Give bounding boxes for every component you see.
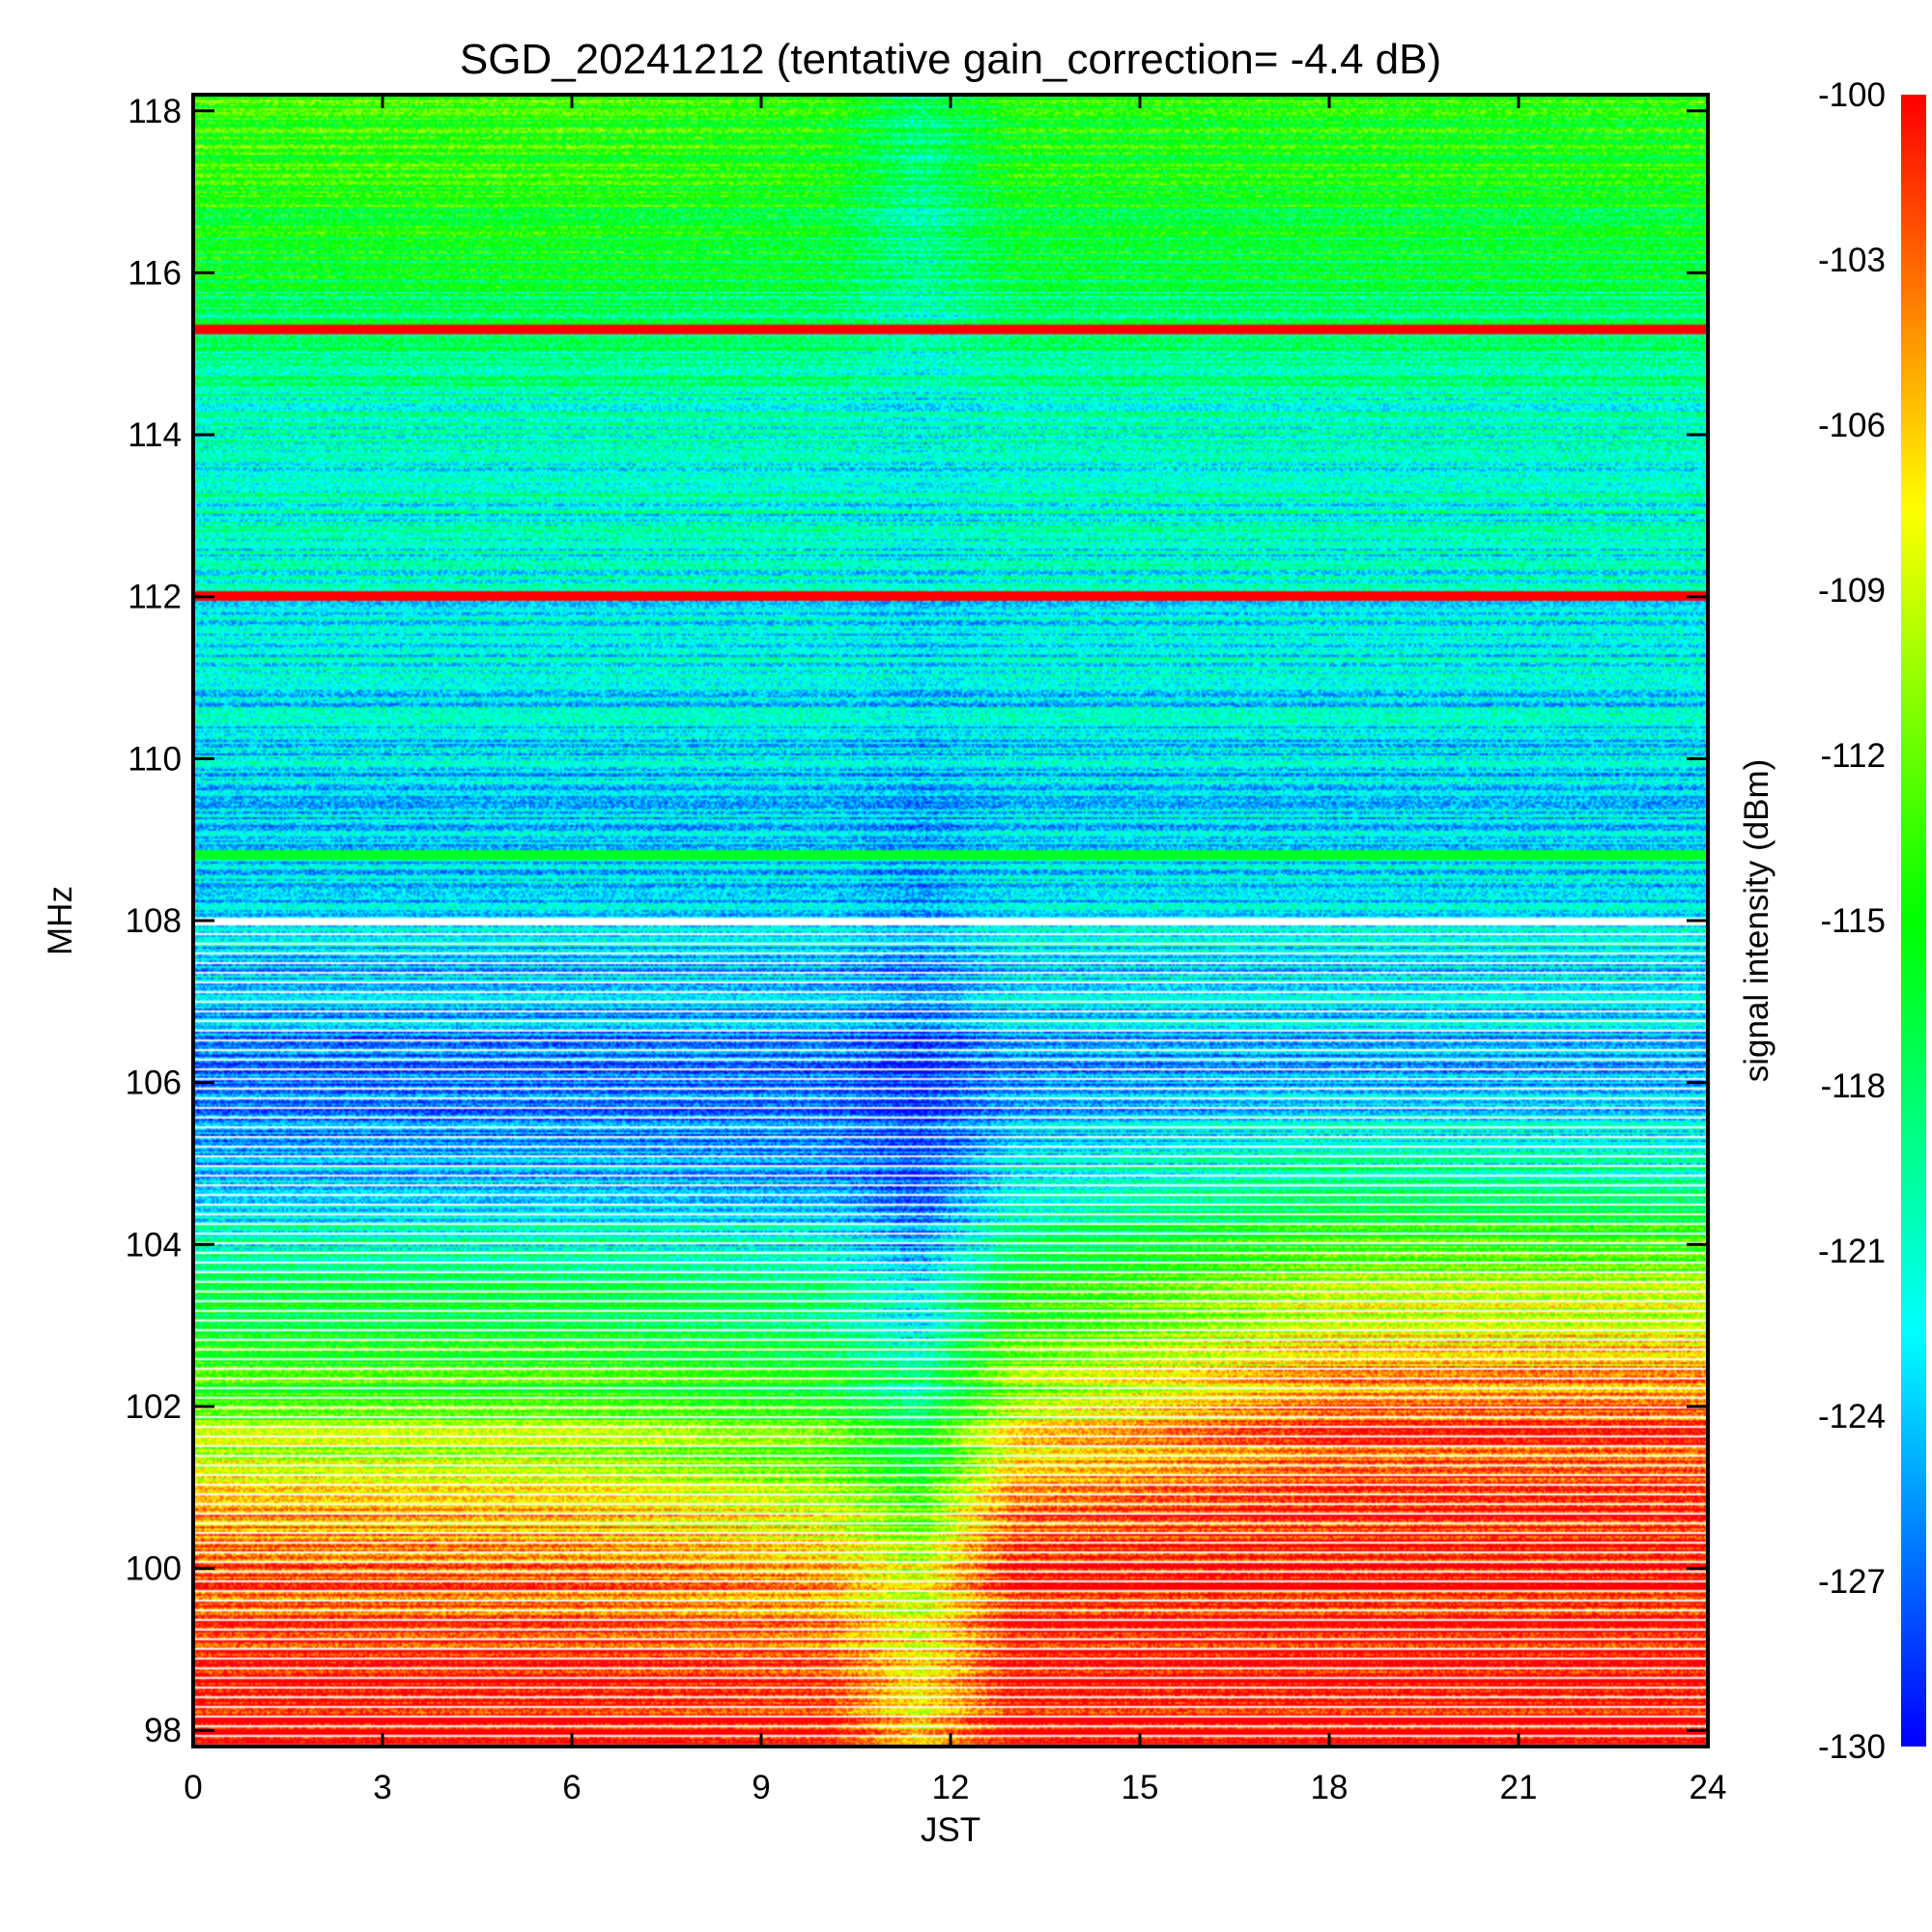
y-tick-label: 106: [126, 1065, 182, 1102]
y-tick-label: 108: [126, 902, 182, 940]
x-tick-label: 24: [1690, 1769, 1727, 1806]
y-tick-label: 116: [128, 254, 182, 292]
colorbar: -100 -103 -106 -109 -112 -115 -118 -121 -124 -127…: [1738, 76, 1926, 1766]
colorbar-tick-label: -103: [1818, 242, 1886, 279]
colorbar-tick-label: -106: [1818, 407, 1886, 444]
colorbar-tick-label: -109: [1818, 572, 1886, 610]
y-tick-label: 100: [126, 1550, 182, 1588]
y-tick-label: 112: [128, 579, 182, 616]
x-tick-label: 18: [1311, 1769, 1349, 1806]
colorbar-tick-label: -121: [1818, 1233, 1886, 1270]
colorbar-tick-label: -112: [1821, 737, 1886, 775]
x-tick-label: 9: [752, 1769, 770, 1806]
colorbar-label: signal intensity (dBm): [1738, 759, 1776, 1083]
y-tick-label: 98: [144, 1712, 182, 1749]
x-tick-label: 21: [1500, 1769, 1538, 1806]
plot-area: [191, 93, 1710, 1748]
x-tick-label: 3: [373, 1769, 391, 1806]
x-tick-label: 0: [184, 1769, 202, 1806]
x-axis-label: JST: [921, 1811, 980, 1849]
colorbar-tick-label: -124: [1818, 1398, 1886, 1435]
y-tick-label: 102: [126, 1388, 182, 1426]
colorbar-tick-label: -118: [1821, 1067, 1886, 1105]
x-tick-label: 15: [1122, 1769, 1159, 1806]
x-axis: 0 3 6 9 12 15 18 21 24: [184, 95, 1726, 1806]
y-tick-label: 118: [128, 93, 182, 130]
colorbar-tick-label: -100: [1818, 76, 1886, 114]
colorbar-tick-label: -130: [1818, 1728, 1886, 1766]
y-axis: 98 100 102 104 106 108 110 112 114 116 118: [126, 93, 1708, 1749]
colorbar-tick-label: -115: [1821, 902, 1886, 940]
y-tick-label: 114: [128, 416, 182, 454]
colorbar-tick-label: -127: [1818, 1563, 1886, 1601]
x-tick-label: 6: [562, 1769, 581, 1806]
y-tick-label: 110: [128, 740, 182, 778]
x-tick-label: 12: [932, 1769, 970, 1806]
y-tick-label: 104: [126, 1226, 182, 1264]
chart-title: SGD_20241212 (tentative gain_correction=…: [460, 36, 1441, 83]
y-axis-label: MHz: [42, 886, 79, 955]
